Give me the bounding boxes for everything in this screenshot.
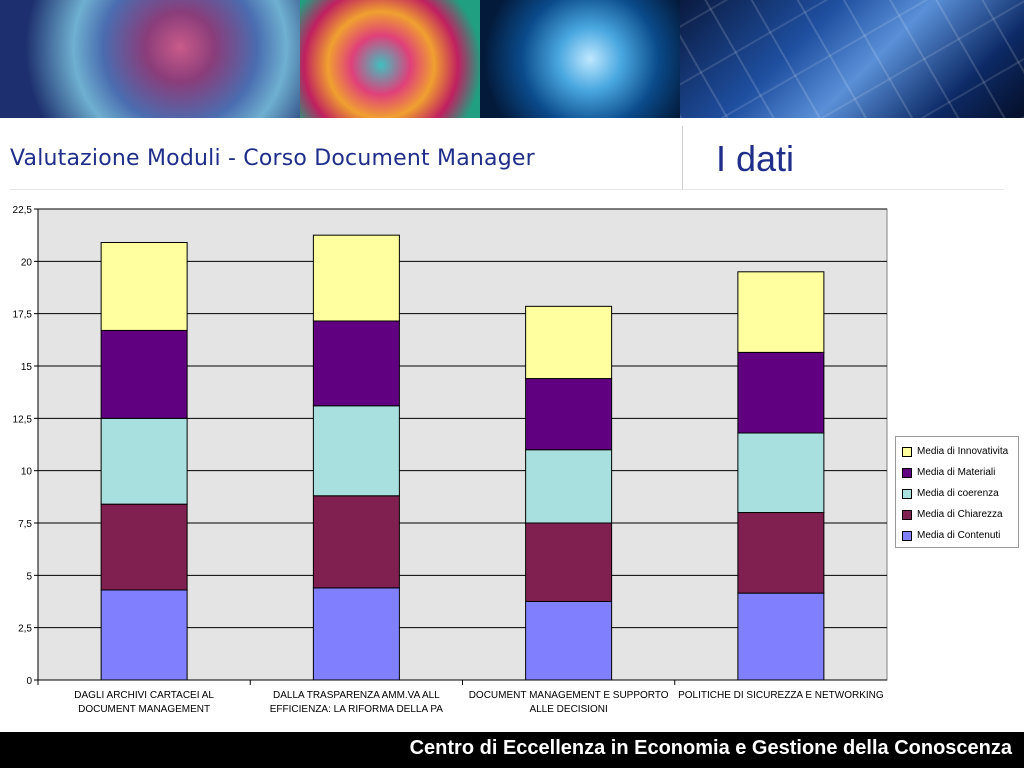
bar-segment: [313, 406, 399, 496]
x-category-label: POLITICHE DI SICUREZZA E NETWORKING: [678, 690, 884, 701]
x-category-label: DOCUMENT MANAGEMENT: [78, 704, 210, 715]
legend-label: Media di Contenuti: [917, 530, 1000, 541]
bar-segment: [101, 590, 187, 680]
banner-image-head: [480, 0, 680, 118]
legend-label: Media di coerenza: [917, 488, 999, 499]
legend-swatch: [902, 447, 912, 457]
header-banner: [0, 0, 1024, 118]
legend-item: Media di coerenza: [902, 483, 1014, 504]
legend-label: Media di Innovativita: [917, 446, 1008, 457]
x-category-label: DAGLI ARCHIVI CARTACEI AL: [74, 690, 214, 701]
y-tick-label: 10: [21, 467, 33, 478]
stacked-bar-chart: 0 2,5 5 7,5 10 12,5 15 17,5 20 22,5 DAGLI ARCHIVI …: [0, 196, 1024, 726]
bar-segment: [738, 433, 824, 513]
slide-title: I dati: [716, 138, 794, 180]
legend-item: Media di Materiali: [902, 462, 1014, 483]
title-divider: [682, 126, 683, 190]
bar-segment: [738, 352, 824, 433]
bar-segment: [101, 242, 187, 330]
title-underline: [10, 189, 1004, 190]
bar-segment: [526, 602, 612, 681]
bar-segment: [101, 504, 187, 590]
y-tick-label: 7,5: [18, 519, 32, 530]
legend-swatch: [902, 468, 912, 478]
chart-legend: Media di Innovativita Media di Materiali M…: [895, 436, 1019, 548]
bar-segment: [738, 513, 824, 594]
x-category-label: DOCUMENT MANAGEMENT E SUPPORTO: [469, 690, 669, 701]
y-tick-label: 15: [21, 362, 33, 373]
legend-swatch: [902, 489, 912, 499]
bar-segment: [738, 272, 824, 353]
footer-text: Centro di Eccellenza in Economia e Gesti…: [410, 737, 1012, 760]
bar-segment: [101, 418, 187, 504]
bar-segment: [526, 523, 612, 602]
y-tick-label: 20: [21, 257, 33, 268]
bar-segment: [313, 588, 399, 680]
legend-swatch: [902, 531, 912, 541]
y-tick-label: 12,5: [13, 414, 33, 425]
banner-image-globe: [0, 0, 300, 118]
banner-image-glass-building: [680, 0, 1024, 118]
legend-label: Media di Materiali: [917, 467, 995, 478]
y-tick-label: 17,5: [13, 310, 33, 321]
x-category-label: ALLE DECISIONI: [529, 704, 607, 715]
legend-item: Media di Chiarezza: [902, 504, 1014, 525]
bar-segment: [526, 379, 612, 450]
legend-label: Media di Chiarezza: [917, 509, 1003, 520]
bar-segment: [101, 330, 187, 418]
legend-item: Media di Innovativita: [902, 441, 1014, 462]
bar-segment: [313, 496, 399, 588]
footer-bar: Centro di Eccellenza in Economia e Gesti…: [0, 732, 1024, 768]
x-category-label: DALLA TRASPARENZA AMM.VA ALL: [273, 690, 440, 701]
legend-item: Media di Contenuti: [902, 525, 1014, 546]
banner-image-abstract: [300, 0, 480, 118]
x-category-label: EFFICIENZA: LA RIFORMA DELLA PA: [270, 704, 444, 715]
legend-swatch: [902, 510, 912, 520]
bar-segment: [526, 306, 612, 378]
bar-segment: [313, 235, 399, 321]
y-tick-label: 0: [26, 676, 32, 687]
y-tick-label: 2,5: [18, 624, 32, 635]
y-tick-label: 5: [26, 571, 32, 582]
bar-segment: [313, 321, 399, 406]
bar-segment: [526, 450, 612, 523]
slide-subtitle: Valutazione Moduli - Corso Document Mana…: [10, 146, 535, 171]
bar-segment: [738, 593, 824, 680]
y-tick-label: 22,5: [13, 205, 33, 216]
